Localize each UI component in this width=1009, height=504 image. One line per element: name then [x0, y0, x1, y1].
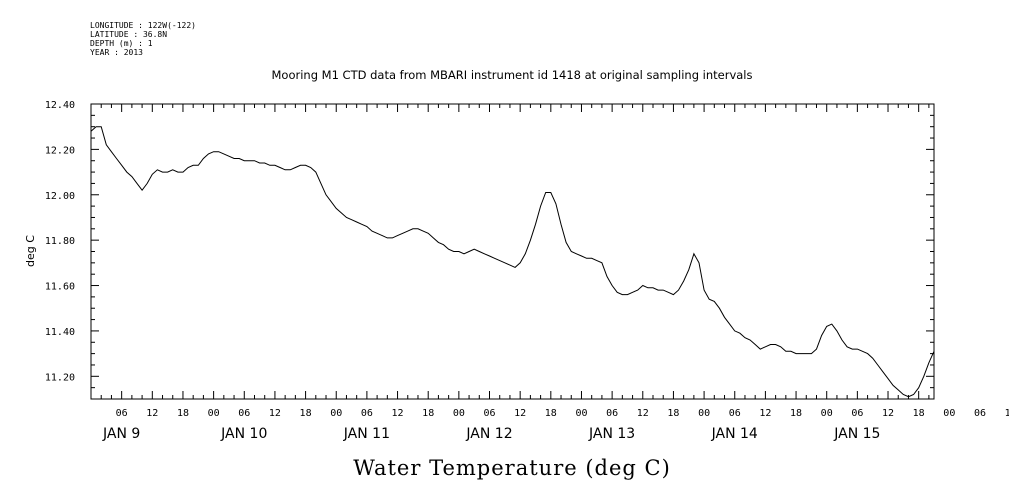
x-tick-label: 06 [974, 408, 986, 419]
meta-depth: DEPTH (m) : 1 [90, 39, 153, 48]
x-tick-label: 06 [361, 408, 373, 419]
meta-year: YEAR : 2013 [90, 48, 143, 57]
x-tick-label: 12 [146, 408, 158, 419]
x-tick-label: 18 [422, 408, 434, 419]
y-tick-label: 12.00 [45, 191, 75, 202]
x-axis: 06 12 18 00 06 12 18 00 06 12 18 00 06 12 18 00 06 12 18 00… [90, 104, 1009, 442]
x-tick-label: 12 [637, 408, 649, 419]
x-tick-label: 12 [882, 408, 894, 419]
x-day-label: JAN 9 [102, 426, 140, 442]
x-day-label: JAN 12 [465, 426, 512, 442]
y-axis-label: deg C [24, 235, 37, 267]
x-tick-label: 00 [698, 408, 710, 419]
x-axis-label: Water Temperature (deg C) [353, 456, 671, 480]
x-tick-label: 06 [729, 408, 741, 419]
y-tick-label: 12.40 [45, 100, 75, 111]
x-tick-label: 00 [330, 408, 342, 419]
x-day-label: JAN 10 [220, 426, 267, 442]
x-tick-label: 00 [943, 408, 955, 419]
x-tick-label: 00 [453, 408, 465, 419]
x-tick-label: 18 [300, 408, 312, 419]
x-tick-label: 18 [667, 408, 679, 419]
x-tick-label: 06 [851, 408, 863, 419]
x-day-label: JAN 11 [343, 426, 390, 442]
y-tick-label: 11.60 [45, 282, 75, 293]
x-tick-label: 12 [1005, 408, 1009, 419]
x-tick-label: 18 [177, 408, 189, 419]
y-axis: 11.20 11.40 11.60 11.80 12.00 12.20 12.40 [45, 100, 934, 389]
meta-latitude: LATITUDE : 36.8N [90, 30, 168, 39]
y-tick-label: 12.20 [45, 145, 75, 156]
meta-longitude: LONGITUDE : 122W(-122) [90, 21, 196, 30]
x-tick-label: 06 [606, 408, 618, 419]
x-tick-label: 12 [392, 408, 404, 419]
plot-frame [90, 103, 935, 400]
y-tick-label: 11.40 [45, 327, 75, 338]
y-tick-label: 11.80 [45, 236, 75, 247]
series-group [90, 126, 935, 398]
x-tick-label: 12 [514, 408, 526, 419]
x-tick-label: 12 [759, 408, 771, 419]
x-tick-label: 06 [483, 408, 495, 419]
series-line [90, 126, 935, 398]
x-tick-label: 18 [913, 408, 925, 419]
x-tick-label: 00 [821, 408, 833, 419]
x-day-label: JAN 14 [711, 426, 758, 442]
y-tick-label: 11.20 [45, 372, 75, 383]
x-tick-label: 12 [269, 408, 281, 419]
chart-title: Mooring M1 CTD data from MBARI instrumen… [272, 68, 753, 82]
x-tick-label: 00 [208, 408, 220, 419]
x-tick-label: 06 [238, 408, 250, 419]
x-tick-label: 00 [575, 408, 587, 419]
x-tick-label: 18 [545, 408, 557, 419]
x-day-label: JAN 13 [588, 426, 635, 442]
x-tick-label: 18 [790, 408, 802, 419]
metadata-block: LONGITUDE : 122W(-122) LATITUDE : 36.8N … [90, 21, 196, 57]
x-day-label: JAN 15 [833, 426, 880, 442]
x-tick-label: 06 [116, 408, 128, 419]
